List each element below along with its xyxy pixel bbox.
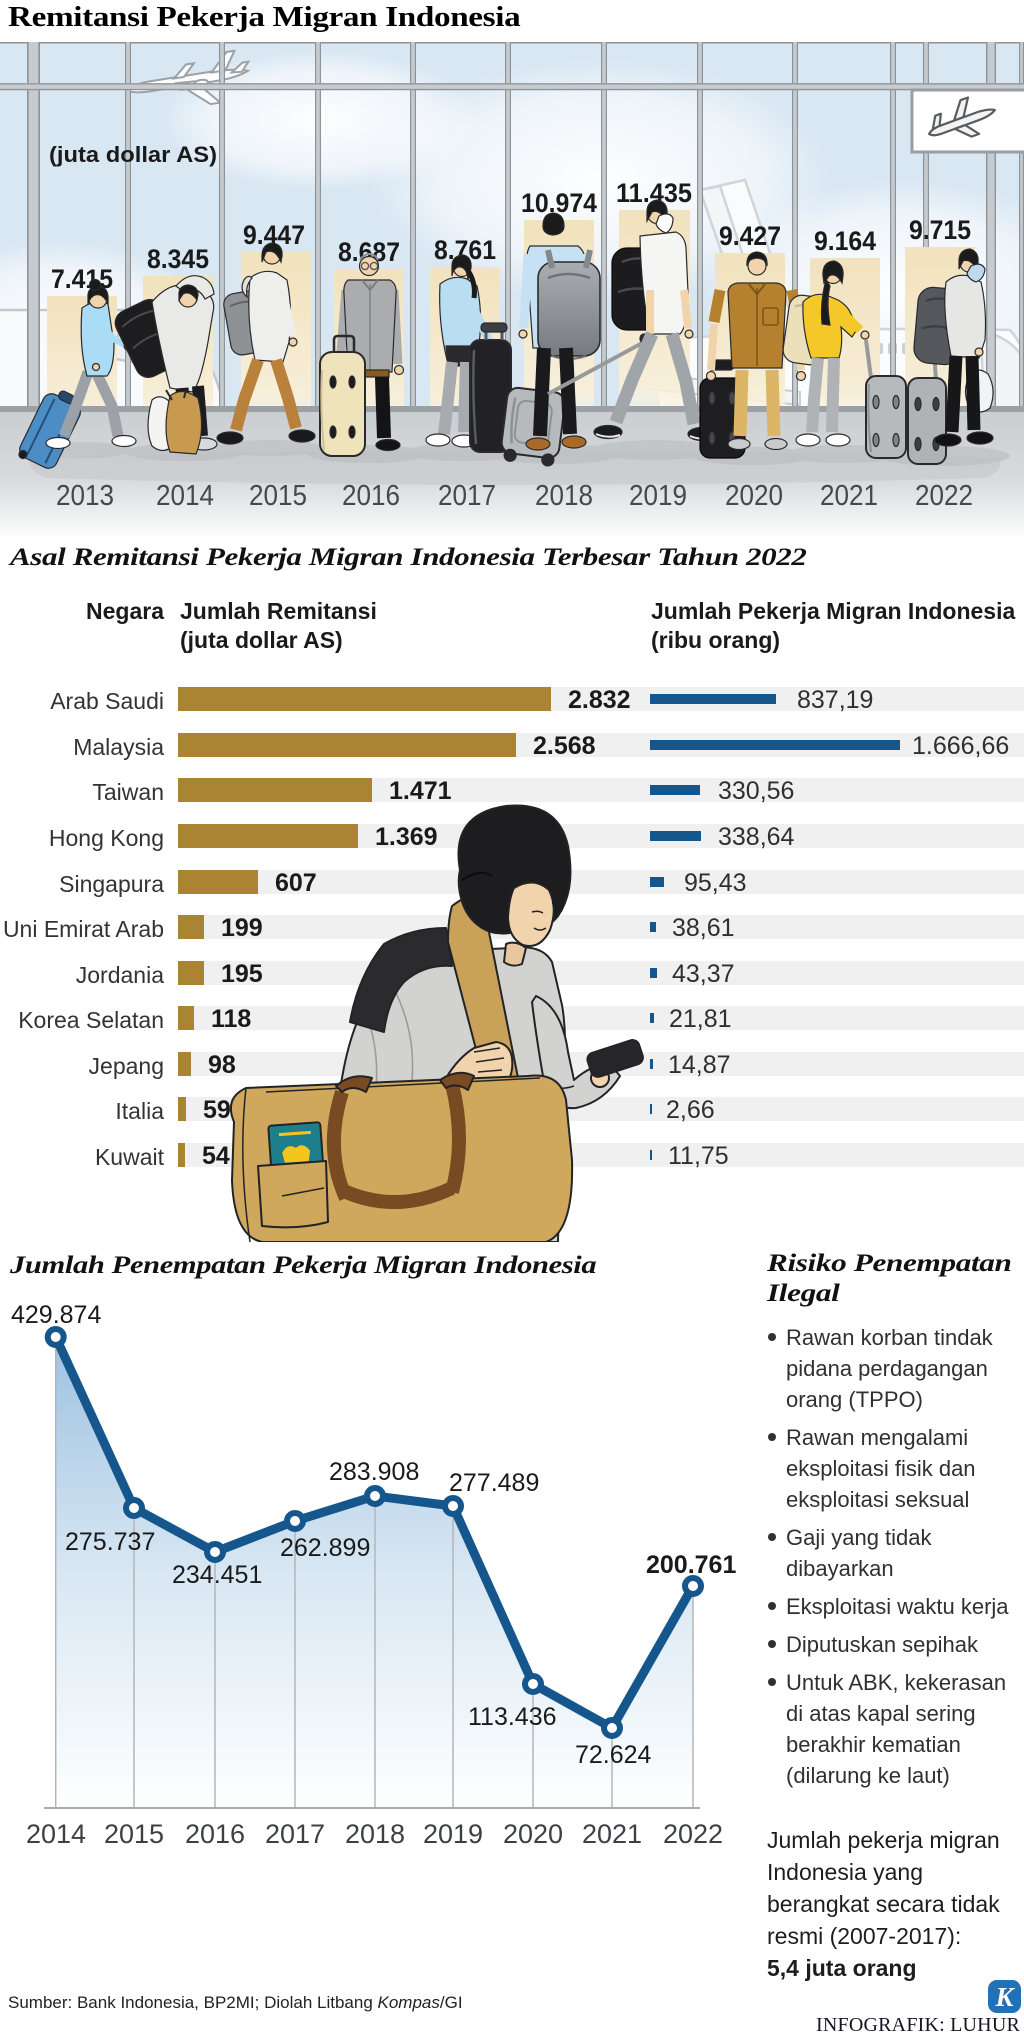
svg-text:2013: 2013 [56, 480, 114, 512]
svg-text:2016: 2016 [342, 480, 400, 512]
svg-text:2015: 2015 [249, 480, 307, 512]
svg-text:8.345: 8.345 [147, 244, 209, 274]
svg-text:2020: 2020 [725, 480, 783, 512]
svg-text:2014: 2014 [156, 480, 214, 512]
svg-text:(juta dollar AS): (juta dollar AS) [49, 142, 217, 167]
svg-text:9.715: 9.715 [909, 215, 971, 245]
svg-text:9.427: 9.427 [719, 221, 781, 251]
svg-text:2022: 2022 [915, 480, 973, 512]
svg-text:2017: 2017 [438, 480, 496, 512]
svg-text:2021: 2021 [820, 480, 878, 512]
svg-text:9.164: 9.164 [814, 226, 876, 256]
svg-text:2019: 2019 [629, 480, 687, 512]
svg-text:2018: 2018 [535, 480, 593, 512]
svg-text:10.974: 10.974 [521, 188, 597, 218]
